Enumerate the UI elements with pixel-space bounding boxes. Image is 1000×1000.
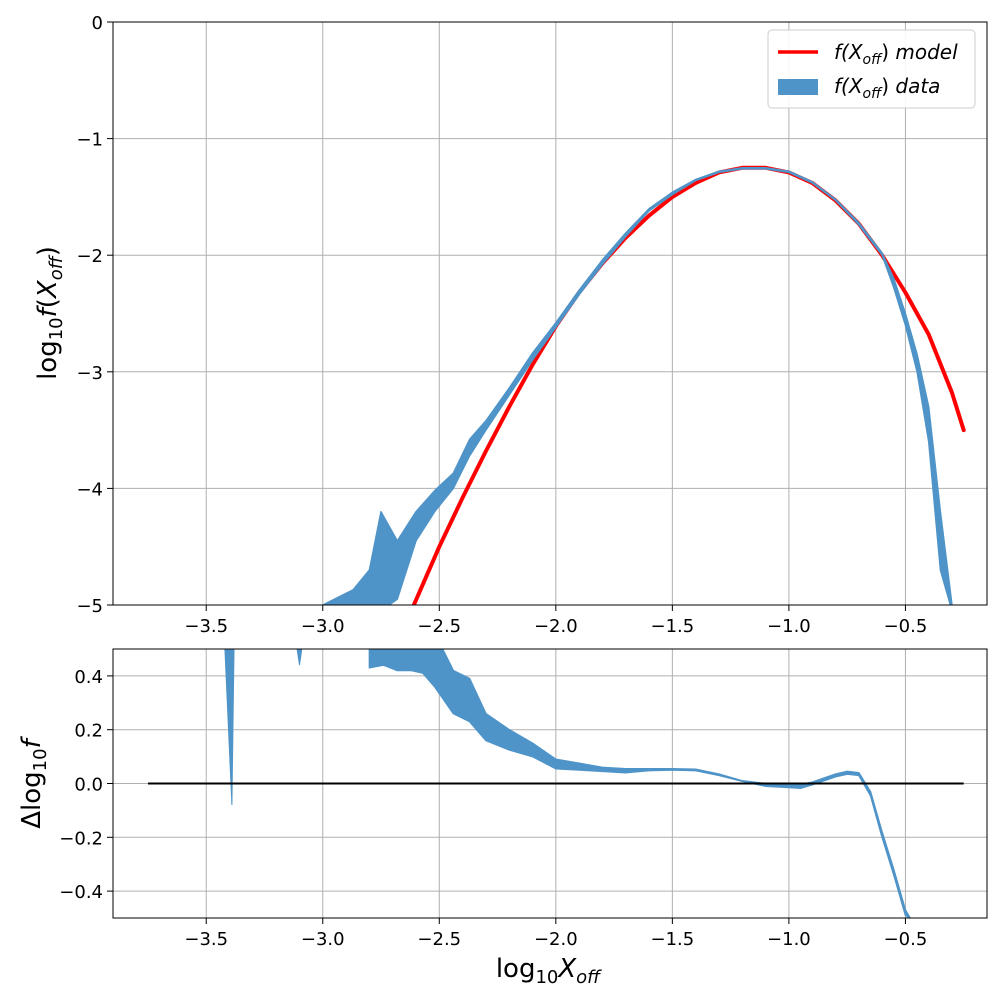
x-tick-label: −2.5 [417,616,461,637]
data-spike [296,649,303,666]
y-tick-label: 0 [92,13,103,34]
y-tick-label: −2 [76,246,103,267]
x-tick-label: −1.0 [767,616,811,637]
data-band [368,649,911,918]
y-tick-label: −5 [76,596,103,617]
bottom-y-axis-label: Δlog10f [17,735,51,828]
bottom-panel: −3.5 −3.0 −2.5 −2.0 −1.5 −1.0 −0.5 0.4 0.2 0.0 −0.… [59,648,988,950]
axes-frame [112,21,988,606]
model-line [411,165,966,605]
x-tick-label: −2.0 [534,929,578,950]
legend: f(Xoff) model f(Xoff) data [767,29,976,109]
y-tick-label: −0.2 [59,828,103,849]
y-tick-label: −3 [76,363,103,384]
x-tick-label: −1.0 [767,929,811,950]
y-tick-label: −0.4 [59,882,103,903]
y-tick-label: −1 [76,130,103,151]
legend-swatch-data [778,79,818,95]
y-tick-label: 0.2 [74,721,103,742]
x-tick-label: −2.0 [534,616,578,637]
top-panel: −3.5 −3.0 −2.5 −2.0 −1.5 −1.0 −0.5 0 −1 −2 −3 −4 −5 [76,13,988,637]
x-tick-label: −0.5 [884,929,928,950]
data-spike [224,649,240,806]
x-tick-label: −3.5 [184,616,228,637]
y-tick-label: −4 [76,479,103,500]
plot-area [147,649,964,918]
plot-area [322,165,966,605]
legend-frame [767,29,976,109]
x-tick-label: −3.0 [301,616,345,637]
y-tick-label: 0.0 [74,775,103,796]
legend-label-model: f(Xoff) model [834,40,958,68]
top-y-axis-label: log10f(Xoff) [33,246,67,380]
x-tick-label: −0.5 [884,616,928,637]
y-tick-label: 0.4 [74,667,103,688]
x-tick-label: −2.5 [417,929,461,950]
x-tick-label: −1.5 [651,616,695,637]
x-tick-label: −3.5 [184,929,228,950]
legend-label-data: f(Xoff) data [834,74,940,102]
x-axis-label: log10Xoff [496,954,602,988]
x-tick-label: −3.0 [301,929,345,950]
data-band [322,167,953,605]
x-tick-label: −1.5 [651,929,695,950]
